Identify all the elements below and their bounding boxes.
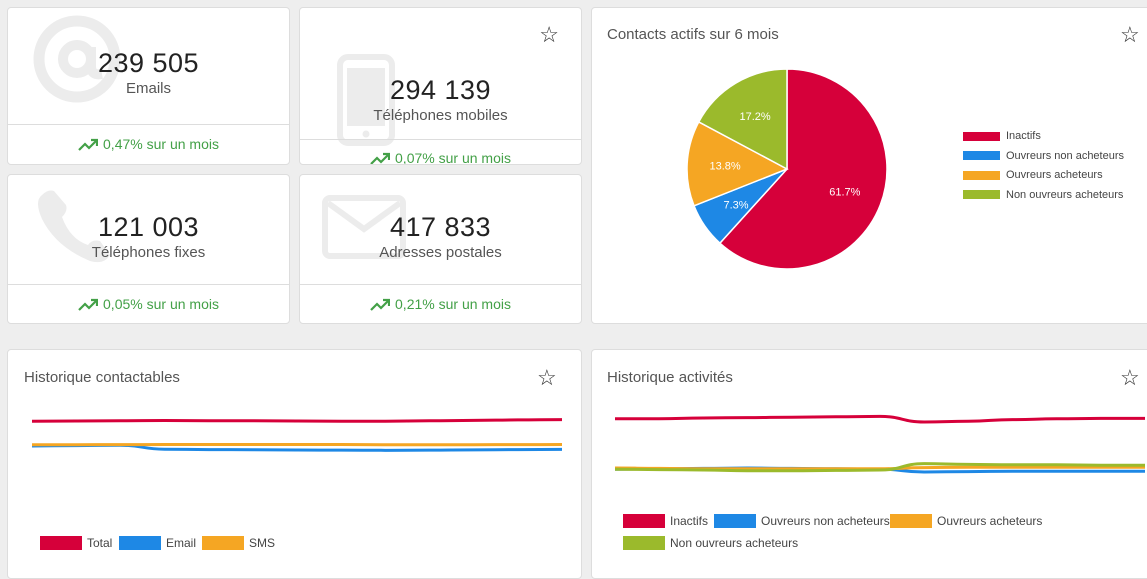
legend-item[interactable]: SMS xyxy=(202,536,275,550)
legend-item[interactable]: Ouvreurs non acheteurs xyxy=(963,150,1124,162)
stat-card-postal: 417 833 Adresses postales 0,21% sur un m… xyxy=(299,174,582,324)
legend-label: Ouvreurs non acheteurs xyxy=(1006,150,1124,162)
legend-label: Ouvreurs non acheteurs xyxy=(761,514,890,528)
line-chart xyxy=(32,410,562,510)
legend-label: SMS xyxy=(249,536,275,550)
legend-label: Ouvreurs acheteurs xyxy=(937,514,1042,528)
stat-trend: 0,47% sur un mois xyxy=(8,124,289,164)
legend-swatch xyxy=(890,514,932,528)
stat-label: Adresses postales xyxy=(300,244,581,261)
legend-swatch xyxy=(714,514,756,528)
legend-label: Email xyxy=(166,536,196,550)
stat-value: 417 833 xyxy=(300,212,581,243)
legend-label: Non ouvreurs acheteurs xyxy=(670,536,798,550)
legend-item[interactable]: Non ouvreurs acheteurs xyxy=(963,189,1123,201)
stat-trend-text: 0,07% sur un mois xyxy=(395,150,511,165)
legend-label: Inactifs xyxy=(1006,130,1041,142)
legend-swatch xyxy=(963,132,1000,141)
stat-value: 121 003 xyxy=(8,212,289,243)
series-line-inactifs[interactable] xyxy=(615,416,1145,422)
stat-label: Emails xyxy=(8,80,289,97)
legend-item[interactable]: Ouvreurs non acheteurs xyxy=(714,514,890,528)
stat-card-mobiles: ☆ 294 139 Téléphones mobiles 0,07% sur u… xyxy=(299,7,582,165)
legend-swatch xyxy=(202,536,244,550)
legend-item[interactable]: Email xyxy=(119,536,196,550)
legend-label: Non ouvreurs acheteurs xyxy=(1006,189,1123,201)
stat-trend: 0,05% sur un mois xyxy=(8,284,289,323)
favorite-star-icon[interactable]: ☆ xyxy=(539,24,559,46)
legend-label: Ouvreurs acheteurs xyxy=(1006,169,1103,181)
legend-swatch xyxy=(40,536,82,550)
trending-up-icon xyxy=(370,152,390,165)
stat-trend: 0,07% sur un mois xyxy=(300,139,581,164)
legend-item[interactable]: Inactifs xyxy=(623,514,708,528)
contactables-chart-card: Historique contactables ☆ Total Email SMS xyxy=(7,349,582,579)
legend-swatch xyxy=(623,536,665,550)
card-title: Historique contactables xyxy=(24,369,180,386)
legend-label: Inactifs xyxy=(670,514,708,528)
stat-card-emails: 239 505 Emails 0,47% sur un mois xyxy=(7,7,290,165)
line-chart xyxy=(615,410,1145,510)
stat-value: 239 505 xyxy=(8,48,289,79)
activites-chart-card: Historique activités ☆ Inactifs Ouvreurs … xyxy=(591,349,1147,579)
legend-swatch xyxy=(963,190,1000,199)
pie-chart-card: Contacts actifs sur 6 mois ☆ 61.7% 7.3% 13… xyxy=(591,7,1147,324)
card-title: Contacts actifs sur 6 mois xyxy=(607,26,779,43)
trending-up-icon xyxy=(78,298,98,312)
stat-card-fixed-phones: 121 003 Téléphones fixes 0,05% sur un mo… xyxy=(7,174,290,324)
legend-swatch xyxy=(963,171,1000,180)
legend-item[interactable]: Non ouvreurs acheteurs xyxy=(623,536,798,550)
stat-trend-text: 0,21% sur un mois xyxy=(395,296,511,312)
series-line-total[interactable] xyxy=(32,420,562,422)
pie-chart: 61.7% 7.3% 13.8% 17.2% xyxy=(682,64,892,274)
legend-item[interactable]: Total xyxy=(40,536,112,550)
stat-label: Téléphones fixes xyxy=(8,244,289,261)
legend-item[interactable]: Ouvreurs acheteurs xyxy=(890,514,1042,528)
pie-slice-label: 7.3% xyxy=(724,199,749,211)
favorite-star-icon[interactable]: ☆ xyxy=(1120,367,1140,389)
pie-slice-label: 17.2% xyxy=(740,111,771,123)
trending-up-icon xyxy=(370,298,390,312)
pie-slice-label: 61.7% xyxy=(829,186,860,198)
legend-swatch xyxy=(119,536,161,550)
stat-value: 294 139 xyxy=(300,75,581,106)
favorite-star-icon[interactable]: ☆ xyxy=(537,367,557,389)
favorite-star-icon[interactable]: ☆ xyxy=(1120,24,1140,46)
legend-item[interactable]: Inactifs xyxy=(963,130,1041,142)
legend-item[interactable]: Ouvreurs acheteurs xyxy=(963,169,1103,181)
trending-up-icon xyxy=(78,138,98,152)
stat-label: Téléphones mobiles xyxy=(300,107,581,124)
legend-swatch xyxy=(963,151,1000,160)
pie-slice-label: 13.8% xyxy=(709,160,740,172)
stat-trend: 0,21% sur un mois xyxy=(300,284,581,323)
legend-swatch xyxy=(623,514,665,528)
stat-trend-text: 0,47% sur un mois xyxy=(103,136,219,152)
legend-label: Total xyxy=(87,536,112,550)
stat-trend-text: 0,05% sur un mois xyxy=(103,296,219,312)
card-title: Historique activités xyxy=(607,369,733,386)
